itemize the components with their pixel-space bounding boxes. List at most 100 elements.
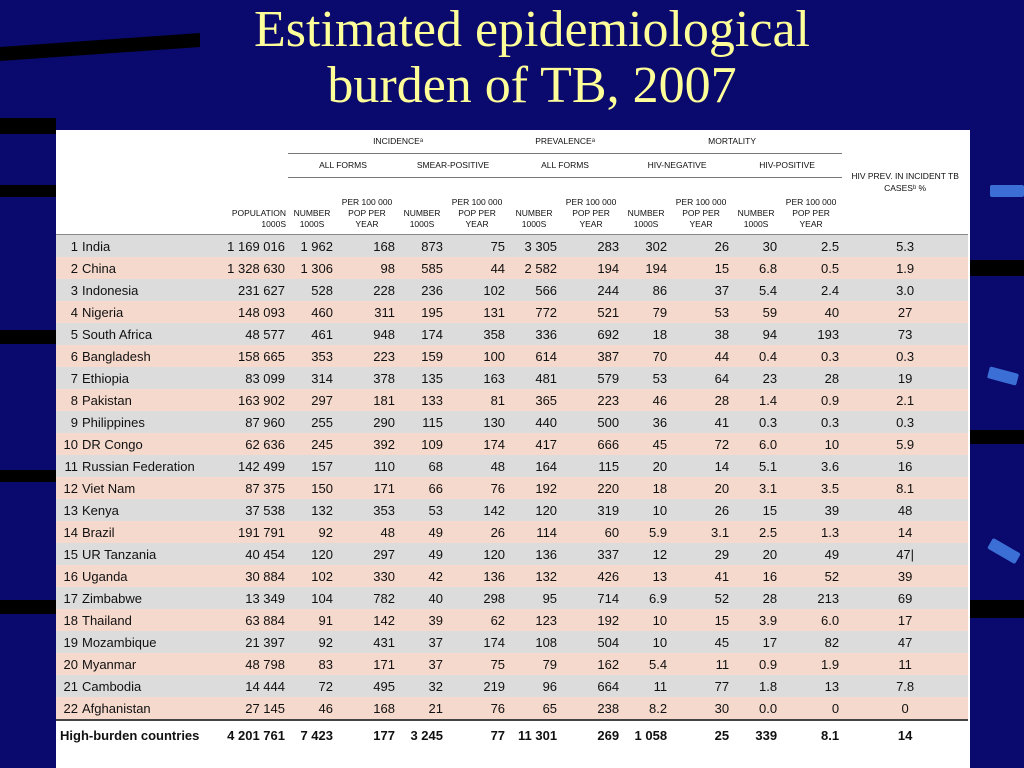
data-cell: 353 <box>336 499 398 521</box>
table-row: 8 Pakistan 163 902 297 181 133 81 365 223 46 28 1.4… <box>56 389 969 411</box>
table-total-row: High-burden countries 4 201 761 7 423 17… <box>56 719 969 749</box>
data-cell: 10 <box>622 609 671 631</box>
data-cell: 133 <box>398 389 446 411</box>
data-cell: 314 <box>288 367 336 389</box>
data-cell: 66 <box>398 477 446 499</box>
data-cell: 521 <box>560 301 623 323</box>
country-name: Uganda <box>82 568 128 584</box>
table-row: 1 India 1 169 016 1 962 168 873 75 3 305 283 302 2… <box>56 234 969 257</box>
data-cell: 37 <box>398 653 446 675</box>
data-cell: 3.0 <box>842 279 969 301</box>
country-cell: 11 Russian Federation <box>56 455 216 477</box>
table-row: 7 Ethiopia 83 099 314 378 135 163 481 579 53 64 23 2… <box>56 367 969 389</box>
country-cell: 8 Pakistan <box>56 389 216 411</box>
header-prevalence: PREVALENCEᵃ <box>508 130 623 154</box>
table-row: 3 Indonesia 231 627 528 228 236 102 566 244 86 37 5… <box>56 279 969 301</box>
data-cell: 47| <box>842 543 969 565</box>
data-cell: 32 <box>398 675 446 697</box>
data-cell: 481 <box>508 367 561 389</box>
data-cell: 142 <box>446 499 509 521</box>
data-cell: 136 <box>446 565 509 587</box>
data-cell: 168 <box>336 234 398 257</box>
data-cell: 1 169 016 <box>216 234 288 257</box>
country-name: Brazil <box>82 524 115 540</box>
data-cell: 73 <box>842 323 969 345</box>
header-number: NUMBER 1000s <box>627 208 665 229</box>
data-cell: 5.1 <box>732 455 781 477</box>
data-cell: 102 <box>288 565 336 587</box>
data-cell: 18 <box>622 477 671 499</box>
table-row: 2 China 1 328 630 1 306 98 585 44 2 582 194 194 15… <box>56 257 969 279</box>
data-cell: 115 <box>398 411 446 433</box>
data-cell: 873 <box>398 234 446 257</box>
data-cell: 387 <box>560 345 623 367</box>
data-cell: 39 <box>842 565 969 587</box>
country-cell: 20 Myanmar <box>56 653 216 675</box>
data-cell: 337 <box>560 543 623 565</box>
data-cell: 81 <box>446 389 509 411</box>
country-name: Myanmar <box>82 656 137 672</box>
data-cell: 52 <box>780 565 843 587</box>
total-cell: 77 <box>446 719 509 749</box>
data-cell: 92 <box>288 521 336 543</box>
data-cell: 36 <box>622 411 671 433</box>
data-cell: 461 <box>288 323 336 345</box>
table-row: 4 Nigeria 148 093 460 311 195 131 772 521 79 53 59 4… <box>56 301 969 323</box>
header-hiv-negative: HIV-NEGATIVE <box>622 153 733 178</box>
data-cell: 163 <box>446 367 509 389</box>
data-cell: 2.4 <box>780 279 843 301</box>
data-cell: 10 <box>780 433 843 455</box>
data-cell: 290 <box>336 411 398 433</box>
slide-title-line-2: burden of TB, 2007 <box>327 57 737 114</box>
data-cell: 353 <box>288 345 336 367</box>
data-cell: 0.9 <box>732 653 781 675</box>
data-cell: 76 <box>446 477 509 499</box>
data-cell: 1.9 <box>780 653 843 675</box>
rank-number: 10 <box>63 436 78 452</box>
data-cell: 297 <box>288 389 336 411</box>
header-mortality: MORTALITY <box>622 130 843 154</box>
data-cell: 192 <box>508 477 561 499</box>
country-cell: 9 Philippines <box>56 411 216 433</box>
table-body: 1 India 1 169 016 1 962 168 873 75 3 305 283 302 2… <box>56 234 969 720</box>
data-cell: 5.3 <box>842 234 969 257</box>
data-cell: 223 <box>336 345 398 367</box>
data-cell: 431 <box>336 631 398 653</box>
table-row: 21 Cambodia 14 444 72 495 32 219 96 664 11 77 1.8 13… <box>56 675 969 697</box>
country-cell: 4 Nigeria <box>56 301 216 323</box>
header-blank <box>216 154 288 178</box>
data-cell: 49 <box>780 543 843 565</box>
country-name: Kenya <box>82 502 119 518</box>
data-cell: 1.8 <box>732 675 781 697</box>
rank-number: 20 <box>63 656 78 672</box>
data-cell: 0.9 <box>780 389 843 411</box>
data-cell: 120 <box>446 543 509 565</box>
header-per: PER 100 000 POP PER YEAR <box>785 197 837 229</box>
header-incidence: INCIDENCEᵃ <box>288 130 509 154</box>
data-cell: 194 <box>560 257 623 279</box>
data-cell: 142 499 <box>216 455 288 477</box>
data-cell: 20 <box>670 477 733 499</box>
data-cell: 319 <box>560 499 623 521</box>
data-cell: 5.4 <box>732 279 781 301</box>
header-per: PER 100 000 POP PER YEAR <box>565 197 617 229</box>
country-cell: 17 Zimbabwe <box>56 587 216 609</box>
data-cell: 0 <box>842 697 969 720</box>
data-cell: 27 <box>842 301 969 323</box>
table-row: 9 Philippines 87 960 255 290 115 130 440 500 36 41… <box>56 411 969 433</box>
data-cell: 244 <box>560 279 623 301</box>
data-cell: 174 <box>446 433 509 455</box>
data-cell: 17 <box>732 631 781 653</box>
background-stripe <box>0 118 56 134</box>
data-cell: 39 <box>398 609 446 631</box>
data-cell: 45 <box>670 631 733 653</box>
country-cell: 22 Afghanistan <box>56 697 216 720</box>
data-cell: 72 <box>670 433 733 455</box>
data-cell: 228 <box>336 279 398 301</box>
data-cell: 220 <box>560 477 623 499</box>
data-cell: 53 <box>398 499 446 521</box>
data-cell: 302 <box>622 234 671 257</box>
data-cell: 100 <box>446 345 509 367</box>
data-cell: 150 <box>288 477 336 499</box>
country-cell: 21 Cambodia <box>56 675 216 697</box>
